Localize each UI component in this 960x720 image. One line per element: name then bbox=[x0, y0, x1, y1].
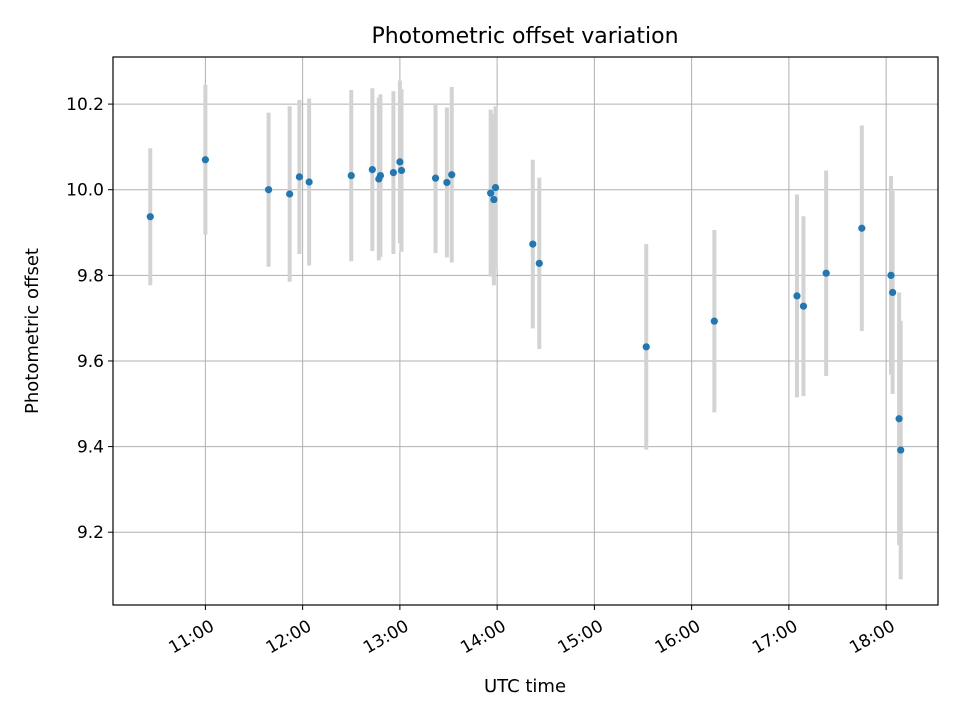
x-tick-label: 18:00 bbox=[846, 616, 898, 658]
y-axis-ticks: 9.2 9.4 9.6 9.8 10.0 10.2 bbox=[66, 95, 113, 543]
data-point bbox=[376, 171, 385, 180]
data-point bbox=[535, 259, 543, 267]
x-axis-ticks: 11:00 12:00 13:00 14:00 15:00 16:00 17:00 18:00 bbox=[165, 605, 899, 658]
data-point bbox=[897, 446, 905, 454]
data-point bbox=[396, 158, 404, 166]
data-points bbox=[146, 156, 905, 454]
data-point bbox=[487, 189, 495, 197]
data-point bbox=[895, 415, 903, 423]
data-point bbox=[491, 183, 500, 192]
y-tick-label: 9.4 bbox=[77, 438, 104, 458]
y-tick-label: 10.0 bbox=[66, 181, 104, 201]
x-axis-label: UTC time bbox=[484, 676, 566, 697]
data-point bbox=[793, 292, 801, 300]
y-axis-label: Photometric offset bbox=[22, 248, 43, 414]
data-point bbox=[286, 190, 294, 198]
grid-lines bbox=[113, 57, 938, 605]
data-point bbox=[858, 224, 866, 232]
x-tick-label: 12:00 bbox=[263, 616, 315, 658]
error-bars bbox=[148, 80, 903, 580]
y-tick-label: 10.2 bbox=[66, 95, 104, 115]
data-point bbox=[448, 171, 456, 179]
data-point bbox=[368, 165, 376, 174]
x-tick-label: 11:00 bbox=[165, 616, 217, 658]
y-tick-label: 9.6 bbox=[77, 352, 104, 372]
data-point bbox=[431, 174, 440, 182]
y-tick-label: 9.2 bbox=[77, 523, 104, 543]
chart-title: Photometric offset variation bbox=[371, 24, 678, 49]
data-point bbox=[295, 173, 303, 181]
data-point bbox=[642, 343, 650, 351]
y-tick-label: 9.8 bbox=[77, 266, 104, 286]
x-tick-label: 14:00 bbox=[457, 616, 509, 658]
data-point bbox=[887, 271, 895, 279]
data-point bbox=[799, 302, 808, 310]
plot-frame bbox=[112, 56, 939, 606]
data-point bbox=[146, 213, 154, 221]
data-point bbox=[347, 171, 355, 180]
data-point bbox=[710, 317, 718, 325]
data-point bbox=[305, 178, 313, 186]
data-point bbox=[201, 156, 209, 164]
x-tick-label: 15:00 bbox=[554, 616, 606, 658]
data-point bbox=[490, 195, 498, 204]
x-tick-label: 16:00 bbox=[652, 616, 704, 658]
data-point bbox=[389, 168, 398, 177]
data-point bbox=[822, 269, 830, 277]
data-point bbox=[443, 178, 451, 187]
data-point bbox=[397, 166, 406, 175]
data-point bbox=[264, 186, 273, 194]
x-tick-label: 13:00 bbox=[360, 616, 412, 658]
data-point bbox=[889, 288, 897, 297]
x-tick-label: 17:00 bbox=[749, 616, 801, 658]
data-point bbox=[529, 240, 537, 248]
